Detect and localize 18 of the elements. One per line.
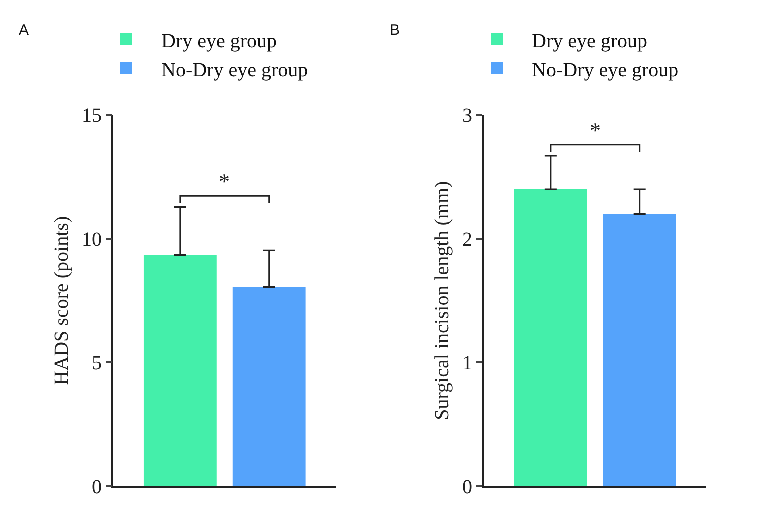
y-axis-title: HADS score (points) — [50, 216, 73, 386]
annotation: * — [219, 169, 230, 194]
legend-label: No-Dry eye group — [532, 59, 679, 82]
y-tick-label: 5 — [92, 352, 102, 375]
y-tick-label: 15 — [82, 105, 102, 128]
y-tick-label: 3 — [462, 105, 472, 128]
legend-label: No-Dry eye group — [162, 59, 308, 82]
y-tick-label: 0 — [462, 476, 472, 498]
legend-label: Dry eye group — [532, 30, 648, 52]
y-axis-title: Surgical incision length (mm) — [431, 181, 454, 420]
legend-label: Dry eye group — [162, 30, 278, 52]
y-tick-label: 0 — [92, 476, 102, 498]
chart-title: B — [390, 22, 400, 39]
chart-title: A — [19, 22, 30, 39]
y-tick-label: 10 — [82, 228, 102, 251]
y-tick-label: 2 — [462, 228, 472, 251]
annotation: * — [590, 118, 601, 143]
y-tick-label: 1 — [462, 352, 472, 375]
